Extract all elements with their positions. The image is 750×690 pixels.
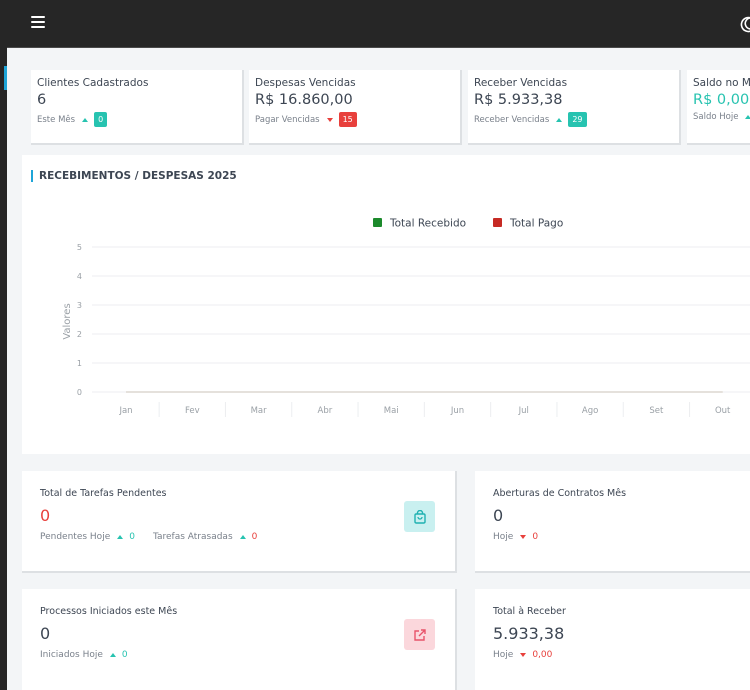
chart-title: RECEBIMENTOS / DESPESAS 2025 — [31, 170, 237, 182]
caret-up-icon — [82, 117, 89, 122]
processes-sub-value: 0 — [121, 650, 128, 660]
caret-up-icon — [239, 535, 246, 539]
y-axis-label: Valores — [62, 303, 73, 339]
sidebar-active-indicator — [4, 66, 7, 90]
stat-label: Clientes Cadastrados — [37, 77, 149, 89]
stat-value: 6 — [37, 92, 47, 108]
legend-label: Total Recebido — [389, 218, 466, 230]
x-tick-label: Abr — [318, 406, 333, 416]
processes-label: Processos Iniciados este Mês — [40, 606, 178, 617]
stat-sub-label: Receber Vencidas — [474, 114, 550, 125]
stat-sub-label: Saldo Hoje — [693, 112, 739, 122]
contracts-label: Aberturas de Contratos Mês — [493, 488, 627, 499]
receivable-sub: Hoje 0,00 — [493, 650, 552, 660]
stat-card-despesas: Despesas Vencidas R$ 16.860,00 Pagar Ven… — [249, 70, 462, 145]
stat-sub: Receber Vencidas 29 — [474, 112, 587, 127]
y-tick-label: 0 — [77, 388, 82, 397]
chart-svg: 0 1 2 3 4 5 Valores Jan Fev Mar Abr Mai Jun Jul Ago Set… — [62, 218, 750, 417]
legend-swatch — [373, 218, 382, 227]
moon-icon[interactable] — [739, 15, 750, 33]
x-tick-label: Fev — [185, 406, 200, 416]
processes-sub: Iniciados Hoje 0 — [40, 650, 128, 660]
stat-card-clientes: Clientes Cadastrados 6 Este Mês 0 — [31, 70, 244, 145]
tasks-sub1-value: 0 — [129, 532, 135, 542]
y-tick-label: 5 — [77, 243, 82, 252]
y-tick-label: 4 — [77, 272, 82, 281]
stat-sub: Saldo Hoje — [693, 112, 750, 122]
contracts-sub-value: 0 — [532, 532, 539, 542]
processes-card: Processos Iniciados este Mês 0 Iniciados… — [22, 589, 457, 690]
stat-value: R$ 16.860,00 — [255, 92, 353, 108]
legend-label: Total Pago — [509, 218, 563, 230]
contracts-sub-label: Hoje — [493, 532, 514, 542]
stat-label: Receber Vencidas — [474, 77, 568, 89]
stat-label: Saldo no Mês — [693, 77, 750, 89]
stat-label: Despesas Vencidas — [255, 77, 356, 89]
caret-up-icon — [117, 535, 124, 539]
x-tick-label: Set — [649, 406, 664, 416]
stat-badge: 0 — [94, 112, 108, 127]
stat-sub: Este Mês 0 — [37, 112, 108, 127]
tasks-sub1-label: Pendentes Hoje — [40, 532, 111, 542]
stat-card-saldo: Saldo no Mês R$ 0,00 Saldo Hoje — [687, 70, 750, 145]
tasks-value: 0 — [40, 506, 51, 525]
contracts-card: Aberturas de Contratos Mês 0 Hoje 0 — [475, 471, 750, 573]
contracts-sub: Hoje 0 — [493, 532, 538, 542]
external-link-icon — [413, 628, 426, 641]
stat-value: R$ 5.933,38 — [474, 92, 563, 108]
top-navbar — [7, 0, 750, 48]
processes-sub-label: Iniciados Hoje — [40, 650, 103, 660]
x-tick-label: Jun — [450, 406, 464, 416]
caret-down-icon — [520, 653, 527, 657]
stat-badge: 29 — [568, 112, 587, 127]
stat-sub-label: Este Mês — [37, 114, 76, 125]
chart-card: RECEBIMENTOS / DESPESAS 2025 0 1 2 3 4 5 Valor… — [22, 155, 750, 454]
stat-badge: 15 — [338, 112, 357, 127]
x-tick-label: Out — [715, 406, 731, 416]
x-tick-label: Ago — [582, 406, 598, 416]
shopping-bag-icon — [413, 509, 426, 524]
caret-up-icon — [109, 653, 116, 657]
stat-card-receber: Receber Vencidas R$ 5.933,38 Receber Ven… — [468, 70, 681, 145]
stat-sub-label: Pagar Vencidas — [255, 114, 320, 125]
x-tick-label: Jul — [518, 406, 529, 416]
stat-value: R$ 0,00 — [693, 92, 750, 108]
receivable-sub-value: 0,00 — [532, 650, 553, 660]
hamburger-menu-icon[interactable] — [31, 16, 45, 30]
contracts-value: 0 — [493, 506, 504, 525]
tasks-icon-button[interactable] — [404, 501, 435, 532]
tasks-sub2-value: 0 — [251, 532, 258, 542]
y-tick-label: 1 — [77, 359, 82, 368]
x-tick-label: Mar — [251, 406, 268, 416]
left-sidebar — [0, 0, 7, 690]
caret-up-icon — [556, 117, 563, 122]
x-tick-label: Jan — [118, 406, 132, 416]
tasks-sub2-label: Tarefas Atrasadas — [152, 532, 233, 542]
processes-icon-button[interactable] — [404, 619, 435, 650]
legend-swatch — [493, 218, 502, 227]
tasks-card: Total de Tarefas Pendentes 0 Pendentes H… — [22, 471, 457, 573]
tasks-label: Total de Tarefas Pendentes — [40, 488, 167, 499]
receivable-sub-label: Hoje — [493, 650, 514, 660]
caret-down-icon — [520, 535, 527, 539]
y-tick-label: 2 — [77, 330, 82, 339]
y-tick-label: 3 — [77, 301, 82, 310]
receivable-label: Total à Receber — [493, 606, 566, 617]
caret-up-icon — [745, 115, 750, 119]
x-tick-label: Mai — [384, 406, 399, 416]
processes-value: 0 — [40, 624, 51, 643]
receivable-value: 5.933,38 — [493, 624, 565, 643]
caret-down-icon — [326, 117, 333, 122]
receivable-card: Total à Receber 5.933,38 Hoje 0,00 — [475, 589, 750, 690]
stat-sub: Pagar Vencidas 15 — [255, 112, 357, 127]
tasks-sub: Pendentes Hoje 0 Tarefas Atrasadas 0 — [40, 532, 257, 542]
